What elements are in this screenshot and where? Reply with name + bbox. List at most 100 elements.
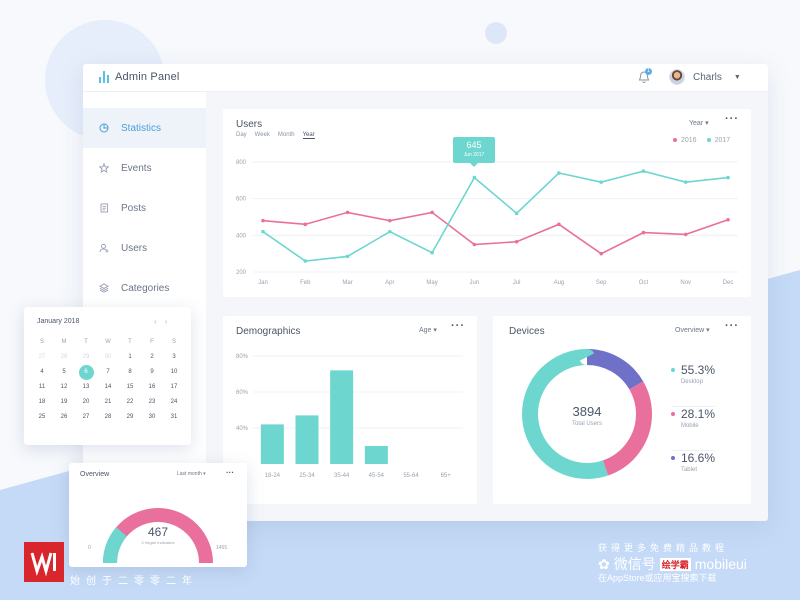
user-menu[interactable]: Charls ▼	[669, 69, 741, 85]
calendar-day[interactable]: 11	[38, 384, 46, 390]
calendar-day[interactable]: 17	[170, 384, 178, 390]
calendar-day[interactable]: 7	[106, 369, 110, 375]
calendar-day[interactable]: 28	[60, 354, 68, 360]
tab-week[interactable]: Week	[254, 132, 270, 138]
sidebar-item-categories[interactable]: Categories	[83, 268, 206, 308]
more-options-icon[interactable]: ···	[725, 113, 739, 125]
sidebar-item-label: Statistics	[121, 122, 162, 134]
avatar	[669, 69, 685, 85]
data-point	[683, 232, 688, 237]
calendar-day[interactable]: 1	[128, 354, 132, 360]
demographics-card: Demographics Age ▾ ··· 40% 60% 80% 18-24 25-…	[223, 316, 477, 504]
x-tick-label: Jul	[513, 280, 521, 286]
sidebar-item-statistics[interactable]: Statistics	[83, 108, 206, 148]
calendar-day[interactable]: 10	[170, 369, 178, 375]
device-label: Desktop	[680, 379, 703, 385]
calendar-day[interactable]: 29	[82, 354, 90, 360]
calendar-day[interactable]: 27	[38, 354, 46, 360]
calendar-day[interactable]: 13	[82, 384, 90, 390]
calendar-day[interactable]: 16	[148, 384, 156, 390]
calendar-day[interactable]: 23	[148, 399, 156, 405]
sidebar-item-label: Categories	[121, 282, 170, 294]
calendar-day[interactable]: 30	[148, 414, 156, 420]
calendar-day[interactable]: 6	[75, 365, 97, 380]
data-point	[472, 175, 477, 180]
calendar-day[interactable]: 5	[62, 369, 66, 375]
calendar-day[interactable]: 18	[38, 399, 46, 405]
donut-center-label: Total Users	[571, 421, 602, 427]
donut-slice-Desktop	[522, 349, 652, 479]
demographics-bar-chart: 40% 60% 80% 18-24 25-34 35-44 45-54 55-64 65+	[236, 354, 463, 479]
device-label: Mobile	[680, 423, 699, 429]
watermark-text: mobileui	[694, 556, 747, 572]
data-point	[557, 222, 561, 227]
weekday-label: S	[39, 339, 44, 345]
calendar-day[interactable]: 26	[60, 414, 68, 420]
data-point	[345, 210, 350, 215]
chevron-down-icon: ▼	[733, 73, 741, 81]
dot-icon	[671, 412, 675, 416]
period-select[interactable]: Year ▾	[689, 120, 709, 127]
calendar-day[interactable]: 3	[172, 354, 176, 360]
calendar-day[interactable]: 25	[38, 414, 46, 420]
legend-item: 2016	[673, 137, 697, 144]
dot-icon	[671, 456, 675, 460]
tab-day[interactable]: Day	[236, 132, 247, 138]
overview-select[interactable]: Overview ▾	[675, 327, 710, 334]
calendar-day[interactable]: 20	[82, 399, 90, 405]
calendar-day[interactable]: 8	[128, 369, 132, 375]
w-logo-icon	[30, 552, 56, 577]
calendar-week-row: 4 5 6 7 8 9 10	[31, 365, 185, 380]
y-tick-label: 600	[236, 197, 247, 203]
calendar-week-row: 25 26 27 28 29 30 31	[31, 410, 185, 425]
sidebar-item-label: Posts	[121, 202, 147, 214]
chevron-right-icon[interactable]: ›	[164, 317, 176, 326]
calendar-day[interactable]: 21	[104, 399, 112, 405]
calendar-day[interactable]: 2	[150, 354, 154, 360]
calendar-day[interactable]: 28	[104, 414, 112, 420]
users-line-chart: 200 400 600 800 Jan Feb Mar Apr May Jun Jul Aug Sep O…	[236, 160, 738, 286]
sidebar-item-posts[interactable]: Posts	[83, 188, 206, 228]
calendar-day[interactable]: 15	[126, 384, 134, 390]
calendar-day[interactable]: 31	[170, 414, 178, 420]
calendar-day[interactable]: 12	[60, 384, 68, 390]
calendar-day[interactable]: 19	[60, 399, 68, 405]
last-month-select[interactable]: Last month ▾	[177, 471, 206, 477]
star-icon	[99, 163, 109, 173]
brand[interactable]: Admin Panel	[99, 71, 180, 83]
calendar-day[interactable]: 24	[170, 399, 178, 405]
watermark-line-1: 获得更多免费精品教程	[598, 543, 729, 553]
calendar-day[interactable]: 30	[104, 354, 112, 360]
watermark-line-3: 在AppStore或应用宝搜索下载	[598, 573, 717, 583]
calendar-day[interactable]: 22	[126, 399, 134, 405]
tab-month[interactable]: Month	[277, 132, 295, 138]
bar-35-44	[330, 370, 354, 464]
age-select[interactable]: Age ▾	[419, 327, 437, 334]
more-options-icon[interactable]: ···	[226, 468, 234, 477]
calendar-day[interactable]: 14	[104, 384, 112, 390]
wechat-icon: ✿	[598, 555, 610, 572]
users-card: Users Year ▾ ··· Day Week Month Year 201…	[223, 109, 751, 297]
devices-donut-chart	[522, 349, 652, 479]
tooltip-date: Jun 2017	[463, 152, 485, 158]
chevron-left-icon[interactable]: ‹	[154, 317, 165, 326]
data-point	[303, 222, 308, 227]
more-options-icon[interactable]: ···	[451, 320, 465, 332]
calendar-day[interactable]: 29	[126, 414, 134, 420]
x-tick-label: 35-44	[334, 473, 350, 479]
calendar-week-row: 11 12 13 14 15 16 17	[31, 380, 185, 395]
weekday-label: T	[128, 339, 132, 345]
sidebar: Statistics Events Posts Users	[83, 92, 206, 521]
tab-year[interactable]: Year	[302, 132, 315, 139]
watermark-logo	[24, 542, 64, 582]
more-options-icon[interactable]: ···	[725, 320, 739, 332]
calendar-day[interactable]: 27	[82, 414, 90, 420]
calendar-day[interactable]: 4	[40, 369, 44, 375]
sidebar-item-users[interactable]: Users	[83, 228, 206, 268]
calendar-grid: S M T W T F S 27 28 29 30 1 2 3 4 5 6 7 8 9 10 11 12 13 14 15 16 17…	[31, 335, 185, 425]
sidebar-item-events[interactable]: Events	[83, 148, 206, 188]
watermark-line-2: ✿ 微信号 绘学霸 mobileui	[598, 554, 747, 574]
calendar-day[interactable]: 9	[150, 369, 154, 375]
x-tick-label: 65+	[441, 473, 452, 479]
